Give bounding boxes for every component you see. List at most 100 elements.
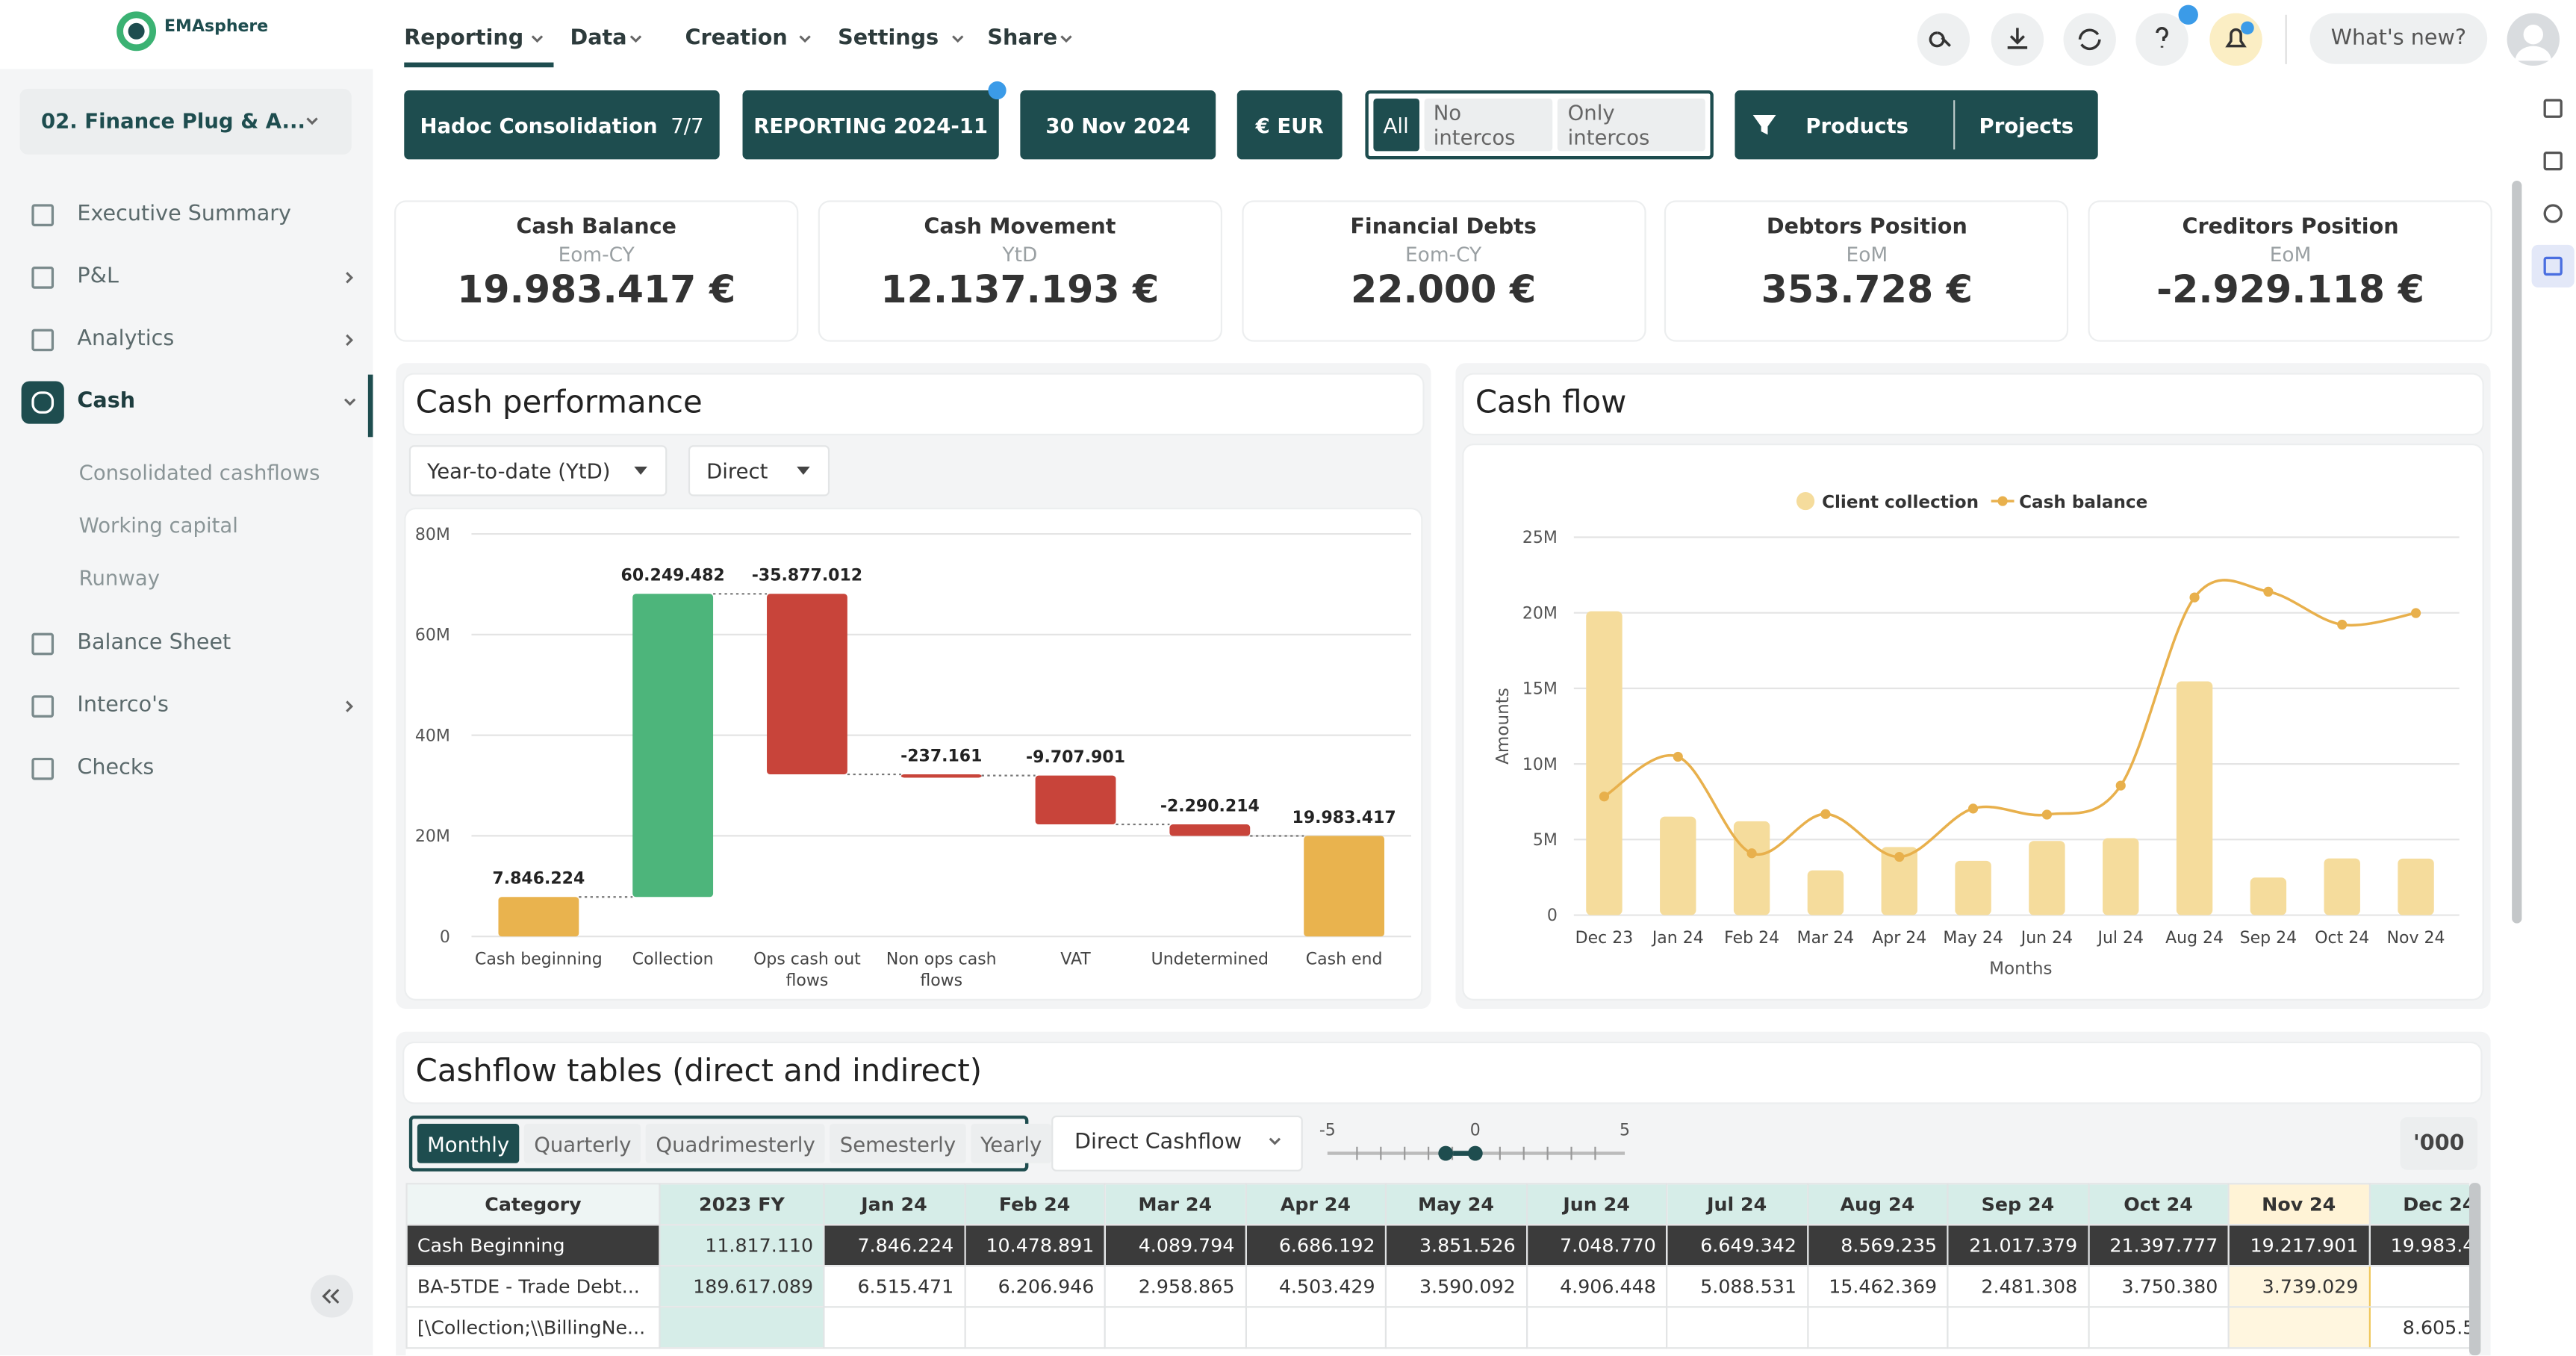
period-option[interactable]: Yearly (970, 1123, 1052, 1163)
point (1673, 751, 1683, 762)
icon-glyph (31, 204, 55, 227)
sub-nav-item[interactable]: Runway (78, 565, 160, 590)
nav-tab[interactable]: Creation (685, 26, 818, 62)
table-cell (1384, 1306, 1528, 1349)
chevron-icon (346, 334, 354, 346)
nav-item[interactable]: Analytics (77, 326, 175, 352)
nav-item[interactable]: Cash (77, 389, 136, 414)
x-tick-label: Jul 24 (2096, 929, 2144, 948)
period-option[interactable]: Quadrimesterly (646, 1123, 825, 1163)
dropdown[interactable]: Direct (688, 445, 830, 497)
nav-item[interactable]: Checks (77, 756, 155, 781)
column-header: 2023 FY (659, 1183, 825, 1226)
kpi-card: Financial Debts Eom-CY 22.000 € (1242, 202, 1644, 340)
icon-glyph (31, 695, 55, 718)
dropdown[interactable]: Year-to-date (YtD) (408, 445, 668, 497)
toolbar-icon (2063, 13, 2116, 66)
side-tool (2543, 99, 2563, 118)
column-header: Category (405, 1183, 661, 1226)
legend-swatch (1796, 491, 1815, 511)
nav-tab[interactable]: Share (987, 26, 1086, 62)
chevron-icon (1269, 1137, 1281, 1145)
consolidation-label: Hadoc Consolidation (420, 112, 658, 137)
chevron-icon (629, 35, 641, 43)
row-category: Cash Beginning (405, 1224, 661, 1267)
chevron (951, 35, 963, 43)
nav-tab[interactable]: Reporting (404, 26, 553, 68)
nav-icon (31, 757, 55, 780)
currency-label: € EUR (1255, 112, 1324, 137)
nav-tab[interactable]: Data (570, 26, 656, 62)
dimension-option[interactable]: Products (1805, 112, 1909, 137)
nav-icon (31, 695, 55, 718)
dot (988, 81, 1007, 100)
nav-item[interactable]: Balance Sheet (77, 630, 231, 656)
table-row: [\Collection;\\BillingNe... 8.605.531 (405, 1306, 2469, 1349)
tool-glyph (2543, 99, 2563, 118)
chevron (629, 35, 641, 43)
view-dropdown[interactable]: Direct Cashflow (1051, 1115, 1303, 1172)
table-cell (963, 1306, 1106, 1349)
currency-button[interactable]: € EUR (1236, 90, 1343, 160)
period-option[interactable]: Monthly (417, 1123, 520, 1163)
table-cell: 7.048.770 (1525, 1224, 1668, 1267)
nav-item[interactable]: Executive Summary (77, 202, 291, 227)
dimension-option[interactable]: Projects (1979, 112, 2074, 137)
icon-bg (2063, 13, 2116, 66)
sub-nav-item[interactable]: Working capital (78, 512, 238, 538)
icon-glyph (31, 391, 55, 414)
interco-option[interactable]: All (1373, 99, 1419, 152)
nav-tab[interactable]: Settings (838, 26, 968, 62)
whats-new-button[interactable]: What's new? (2309, 13, 2488, 64)
column-header: Jul 24 (1666, 1183, 1808, 1226)
column-header: Jun 24 (1525, 1183, 1668, 1226)
slider-handle (1438, 1145, 1454, 1161)
point (2410, 608, 2421, 618)
table-cell (2368, 1265, 2469, 1308)
icon-glyph (2007, 28, 2028, 49)
reporting-button[interactable]: REPORTING 2024-11 (742, 90, 999, 160)
nav-icon (21, 381, 64, 424)
nav-icon (31, 632, 55, 656)
date-button[interactable]: 30 Nov 2024 (1020, 90, 1216, 160)
consolidation-button[interactable]: Hadoc Consolidation 7/7 (404, 90, 720, 160)
avatar-head (2523, 25, 2543, 45)
divider (2285, 14, 2287, 64)
side-tool (2543, 204, 2563, 223)
scrollbar (2512, 181, 2522, 924)
value-label: 19.983.417 (1292, 809, 1396, 827)
bar (1660, 816, 1696, 915)
sub-nav-item[interactable]: Consolidated cashflows (78, 460, 320, 485)
nav-item[interactable]: Interco's (77, 693, 169, 718)
slider-handle (1467, 1145, 1483, 1161)
x-tick-label: Undetermined (1151, 951, 1269, 969)
line (1603, 579, 2416, 859)
icon-glyph (2225, 28, 2247, 48)
period-option[interactable]: Quarterly (524, 1123, 641, 1163)
table-cell: 6.206.946 (963, 1265, 1106, 1308)
table-cell: 10.478.891 (963, 1224, 1106, 1267)
y-tick-label: 15M (1522, 680, 1558, 699)
period-option[interactable]: Semesterly (830, 1123, 966, 1163)
bar (632, 594, 714, 898)
interco-option[interactable]: No intercos (1423, 99, 1553, 152)
column-header: Nov 24 (2227, 1183, 2370, 1226)
chevron-icon (343, 398, 356, 406)
bar (900, 774, 982, 778)
legend-label: Client collection (1822, 493, 1979, 512)
value-label: 7.846.224 (492, 870, 585, 889)
panel-title: Cash flow (1463, 374, 2483, 434)
workspace-selector[interactable]: 02. Finance Plug & A... (19, 88, 352, 155)
bar (1304, 836, 1385, 937)
interco-option[interactable]: Only intercos (1558, 99, 1705, 152)
divider (1953, 100, 1955, 150)
bar (1807, 870, 1844, 915)
bar (2176, 681, 2213, 915)
legend-swatch (1997, 496, 2008, 506)
nav-item[interactable]: P&L (77, 264, 119, 290)
x-tick-label: Jan 24 (1651, 929, 1704, 948)
icon-glyph (31, 329, 55, 352)
chevron-icon (306, 117, 318, 125)
bar (2103, 838, 2139, 915)
